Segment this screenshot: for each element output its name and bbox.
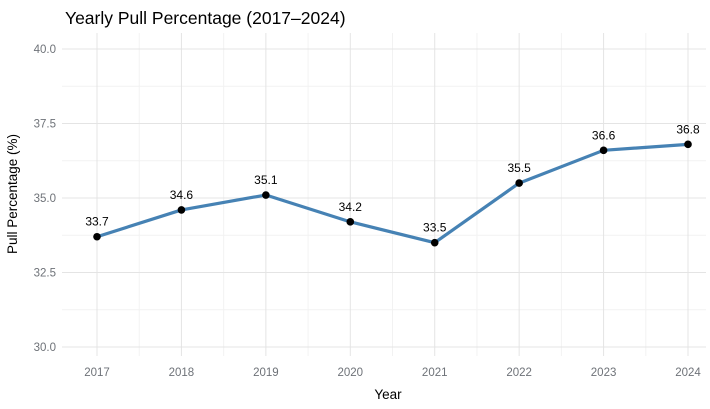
y-tick-label: 30.0: [34, 342, 56, 354]
data-point: [599, 146, 608, 155]
x-tick-label: 2021: [422, 367, 448, 379]
point-label: 34.2: [339, 200, 363, 214]
y-axis-title: Pull Percentage (%): [5, 134, 20, 254]
chart-title: Yearly Pull Percentage (2017–2024): [65, 8, 346, 28]
y-tick-label: 40.0: [34, 44, 56, 56]
data-point: [177, 206, 186, 214]
x-tick-label: 2018: [169, 367, 195, 379]
x-tick-label: 2024: [675, 367, 701, 379]
y-tick-label: 32.5: [34, 268, 56, 280]
data-points: [93, 140, 692, 247]
x-tick-label: 2019: [253, 367, 279, 379]
data-point: [93, 232, 101, 241]
point-label: 35.5: [507, 161, 531, 175]
y-axis-tick-labels: 30.0 32.5 35.0 37.5 40.0: [34, 44, 56, 354]
y-tick-label: 35.0: [34, 193, 56, 205]
gridlines-major: [62, 33, 706, 356]
x-axis-tick-labels: 2017 2018 2019 2020 2021 2022 2023 2024: [84, 367, 701, 379]
data-point-labels: 33.7 34.6 35.1 34.2 33.5 35.5 36.6 36.8: [85, 122, 700, 234]
data-point: [430, 238, 439, 247]
x-tick-label: 2017: [84, 367, 110, 379]
point-label: 36.8: [676, 122, 700, 136]
y-tick-label: 37.5: [34, 119, 56, 131]
point-label: 35.1: [254, 173, 278, 187]
data-point: [346, 218, 355, 226]
point-label: 33.5: [423, 221, 447, 235]
x-tick-label: 2022: [506, 367, 532, 379]
point-label: 36.6: [592, 128, 616, 142]
data-point: [515, 179, 523, 187]
x-axis-title: Year: [374, 387, 402, 402]
x-tick-label: 2020: [337, 367, 363, 379]
point-label: 33.7: [85, 215, 109, 229]
x-tick-label: 2023: [591, 367, 617, 379]
series-line: [95, 142, 690, 245]
gridlines-minor: [62, 33, 706, 356]
data-point: [262, 191, 270, 199]
data-point: [684, 140, 692, 149]
point-label: 34.6: [170, 188, 194, 202]
